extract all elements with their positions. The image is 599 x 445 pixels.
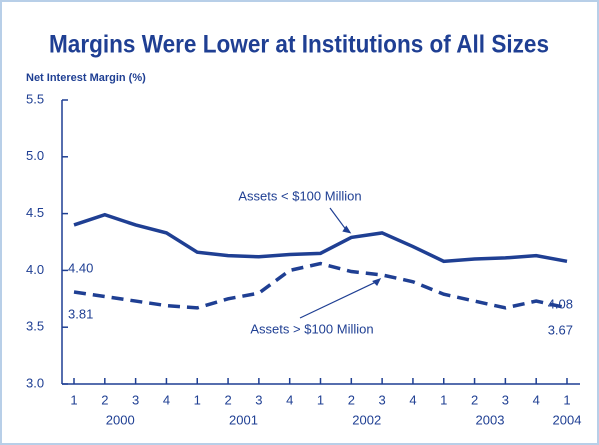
arrow [299, 280, 379, 319]
value-label: 3.67 [548, 322, 573, 337]
value-label: 4.40 [68, 260, 93, 275]
x-tick-label: 2 [348, 392, 355, 407]
y-tick-label: 5.5 [26, 91, 44, 106]
value-label: 3.81 [68, 306, 93, 321]
chart-title: Margins Were Lower at Institutions of Al… [49, 31, 549, 59]
x-tick-label: 3 [255, 392, 262, 407]
x-tick-label: 2 [471, 392, 478, 407]
arrow-head [372, 277, 382, 286]
x-tick-label: 2 [101, 392, 108, 407]
arrow [329, 207, 348, 232]
x-tick-label: 1 [70, 392, 77, 407]
y-tick-label: 3.5 [26, 319, 44, 334]
arrow-head [342, 225, 352, 234]
x-tick-label: 1 [440, 392, 447, 407]
year-label: 2002 [352, 412, 381, 427]
y-tick-label: 5.0 [26, 148, 44, 163]
x-tick-label: 4 [286, 392, 293, 407]
year-label: 2004 [553, 412, 582, 427]
x-tick-label: 4 [163, 392, 170, 407]
year-label: 2003 [476, 412, 505, 427]
year-label: 2000 [106, 412, 135, 427]
year-label: 2001 [229, 412, 258, 427]
series-label: Assets < $100 Million [238, 188, 361, 203]
x-tick-label: 4 [409, 392, 416, 407]
x-tick-label: 3 [502, 392, 509, 407]
y-tick-label: 3.0 [26, 375, 44, 390]
x-tick-label: 2 [224, 392, 231, 407]
y-axis-label: Net Interest Margin (%) [26, 72, 146, 84]
x-tick-label: 4 [533, 392, 540, 407]
y-tick-label: 4.5 [26, 205, 44, 220]
series-line [73, 212, 568, 264]
series-label: Assets > $100 Million [250, 321, 373, 336]
value-label: 4.08 [548, 297, 573, 312]
series-line [73, 261, 568, 310]
x-tick-label: 1 [194, 392, 201, 407]
x-tick-label: 1 [563, 392, 570, 407]
x-tick-label: 3 [132, 392, 139, 407]
x-tick-label: 3 [379, 392, 386, 407]
y-tick-label: 4.0 [26, 262, 44, 277]
x-tick-label: 1 [317, 392, 324, 407]
